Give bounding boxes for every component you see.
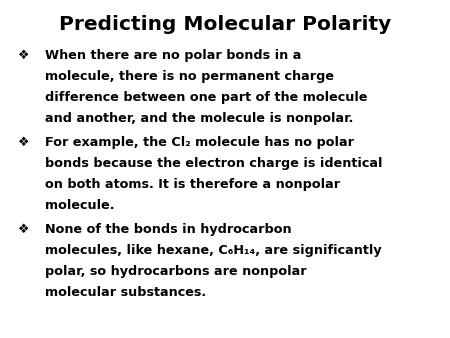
Text: For example, the Cl₂ molecule has no polar: For example, the Cl₂ molecule has no pol… bbox=[45, 136, 354, 149]
Text: difference between one part of the molecule: difference between one part of the molec… bbox=[45, 91, 368, 104]
Text: None of the bonds in hydrocarbon: None of the bonds in hydrocarbon bbox=[45, 223, 292, 236]
Text: ❖: ❖ bbox=[18, 136, 29, 149]
Text: molecule.: molecule. bbox=[45, 199, 114, 212]
Text: ❖: ❖ bbox=[18, 49, 29, 62]
Text: and another, and the molecule is nonpolar.: and another, and the molecule is nonpola… bbox=[45, 112, 353, 125]
Text: When there are no polar bonds in a: When there are no polar bonds in a bbox=[45, 49, 302, 62]
Text: molecular substances.: molecular substances. bbox=[45, 286, 206, 299]
Text: bonds because the electron charge is identical: bonds because the electron charge is ide… bbox=[45, 157, 382, 170]
Text: Predicting Molecular Polarity: Predicting Molecular Polarity bbox=[59, 15, 391, 34]
Text: ❖: ❖ bbox=[18, 223, 29, 236]
Text: molecule, there is no permanent charge: molecule, there is no permanent charge bbox=[45, 70, 334, 83]
Text: molecules, like hexane, C₆H₁₄, are significantly: molecules, like hexane, C₆H₁₄, are signi… bbox=[45, 244, 382, 257]
Text: on both atoms. It is therefore a nonpolar: on both atoms. It is therefore a nonpola… bbox=[45, 178, 340, 191]
Text: polar, so hydrocarbons are nonpolar: polar, so hydrocarbons are nonpolar bbox=[45, 265, 306, 278]
